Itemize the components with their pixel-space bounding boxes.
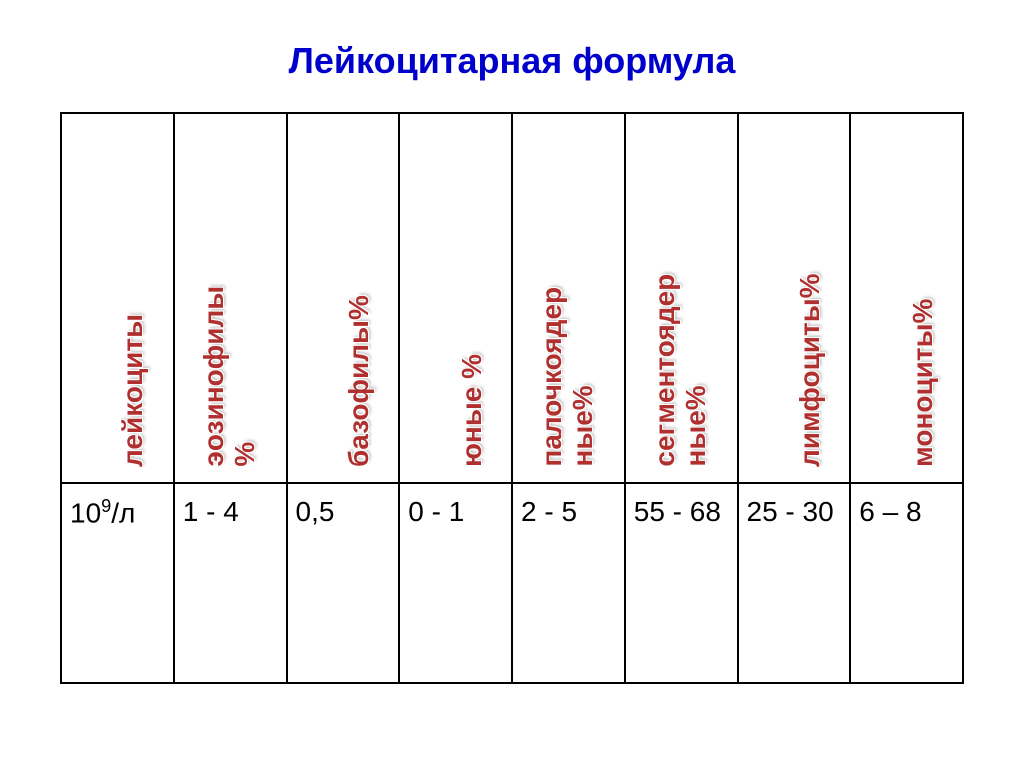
- header-cell-leukocytes: лейкоциты: [61, 113, 174, 483]
- header-cell-lymphocytes: лимфоциты%: [738, 113, 851, 483]
- page-title: Лейкоцитарная формула: [60, 40, 964, 82]
- value-cell-eosinophils: 1 - 4: [174, 483, 287, 683]
- value-cell-monocytes: 6 – 8: [850, 483, 963, 683]
- header-label: моноциты%: [907, 299, 939, 467]
- header-label: юные %: [456, 354, 488, 467]
- header-cell-band: палочкоядер ные%: [512, 113, 625, 483]
- header-cell-eosinophils: эозинофилы %: [174, 113, 287, 483]
- leukocyte-formula-table: лейкоциты эозинофилы % базофилы% юные % …: [60, 112, 964, 684]
- value-cell-basophils: 0,5: [287, 483, 400, 683]
- header-cell-segmented: сегментоядер ные%: [625, 113, 738, 483]
- value-cell-lymphocytes: 25 - 30: [738, 483, 851, 683]
- header-cell-young: юные %: [399, 113, 512, 483]
- header-label: эозинофилы %: [199, 286, 261, 467]
- header-cell-monocytes: моноциты%: [850, 113, 963, 483]
- table-header-row: лейкоциты эозинофилы % базофилы% юные % …: [61, 113, 963, 483]
- header-label: палочкоядер ные%: [538, 287, 600, 467]
- table-value-row: 109/л 1 - 4 0,5 0 - 1 2 - 5 55 - 68 25 -…: [61, 483, 963, 683]
- header-label: сегментоядер ные%: [650, 274, 712, 467]
- header-label: базофилы%: [343, 295, 375, 467]
- value-cell-segmented: 55 - 68: [625, 483, 738, 683]
- value-cell-band: 2 - 5: [512, 483, 625, 683]
- value-cell-young: 0 - 1: [399, 483, 512, 683]
- value-cell-leukocytes: 109/л: [61, 483, 174, 683]
- header-label: лимфоциты%: [794, 273, 826, 467]
- header-label: лейкоциты: [117, 314, 149, 467]
- header-cell-basophils: базофилы%: [287, 113, 400, 483]
